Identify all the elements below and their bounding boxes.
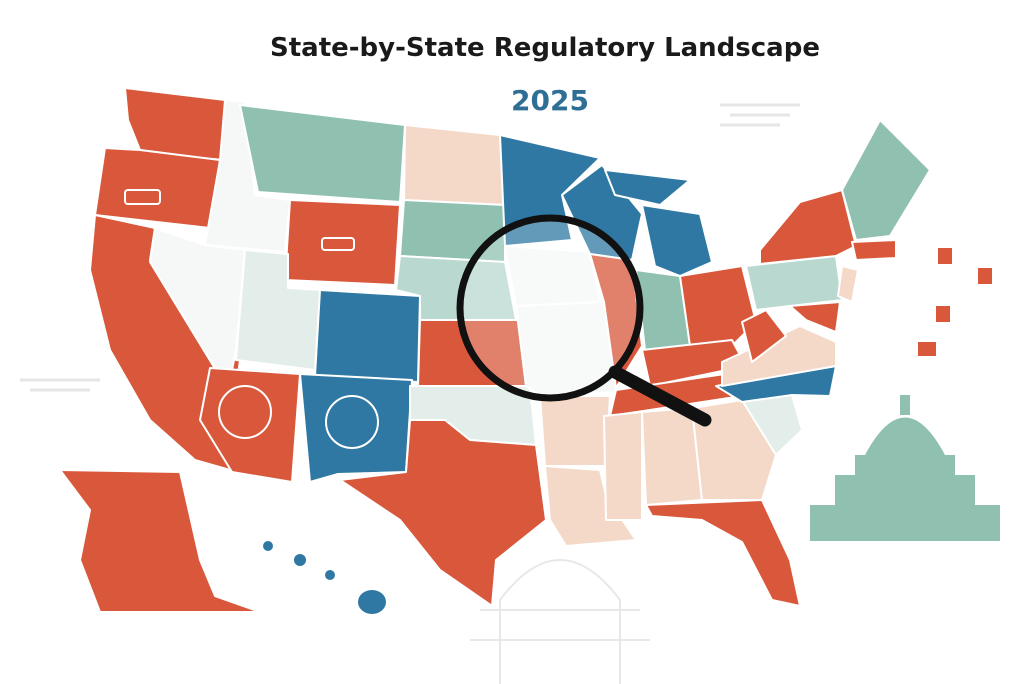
state — [789, 301, 841, 333]
state — [603, 411, 643, 521]
state — [691, 399, 777, 501]
us-map — [59, 87, 931, 613]
state — [539, 395, 611, 467]
magnifying-glass — [456, 214, 712, 427]
state — [299, 373, 413, 483]
state — [59, 469, 261, 613]
state — [721, 325, 837, 387]
state — [837, 265, 859, 303]
state — [314, 289, 421, 383]
title: State-by-State Regulatory Landscape — [270, 33, 820, 63]
capitol-building — [810, 395, 1000, 541]
hawaii — [263, 541, 386, 614]
state — [544, 465, 637, 547]
state — [94, 147, 221, 229]
decor-lines — [20, 103, 800, 392]
state — [339, 419, 547, 607]
state — [403, 124, 506, 206]
state — [239, 104, 406, 203]
state — [841, 119, 931, 241]
state — [851, 239, 897, 261]
state — [759, 189, 857, 265]
faint-capitol — [470, 559, 650, 684]
year: 2025 — [511, 84, 589, 117]
state — [645, 499, 801, 607]
state — [741, 309, 787, 363]
state-icons — [124, 189, 379, 449]
state — [284, 199, 401, 286]
state — [604, 169, 691, 206]
state — [641, 204, 713, 277]
state — [561, 164, 643, 261]
right-icons — [918, 248, 992, 356]
